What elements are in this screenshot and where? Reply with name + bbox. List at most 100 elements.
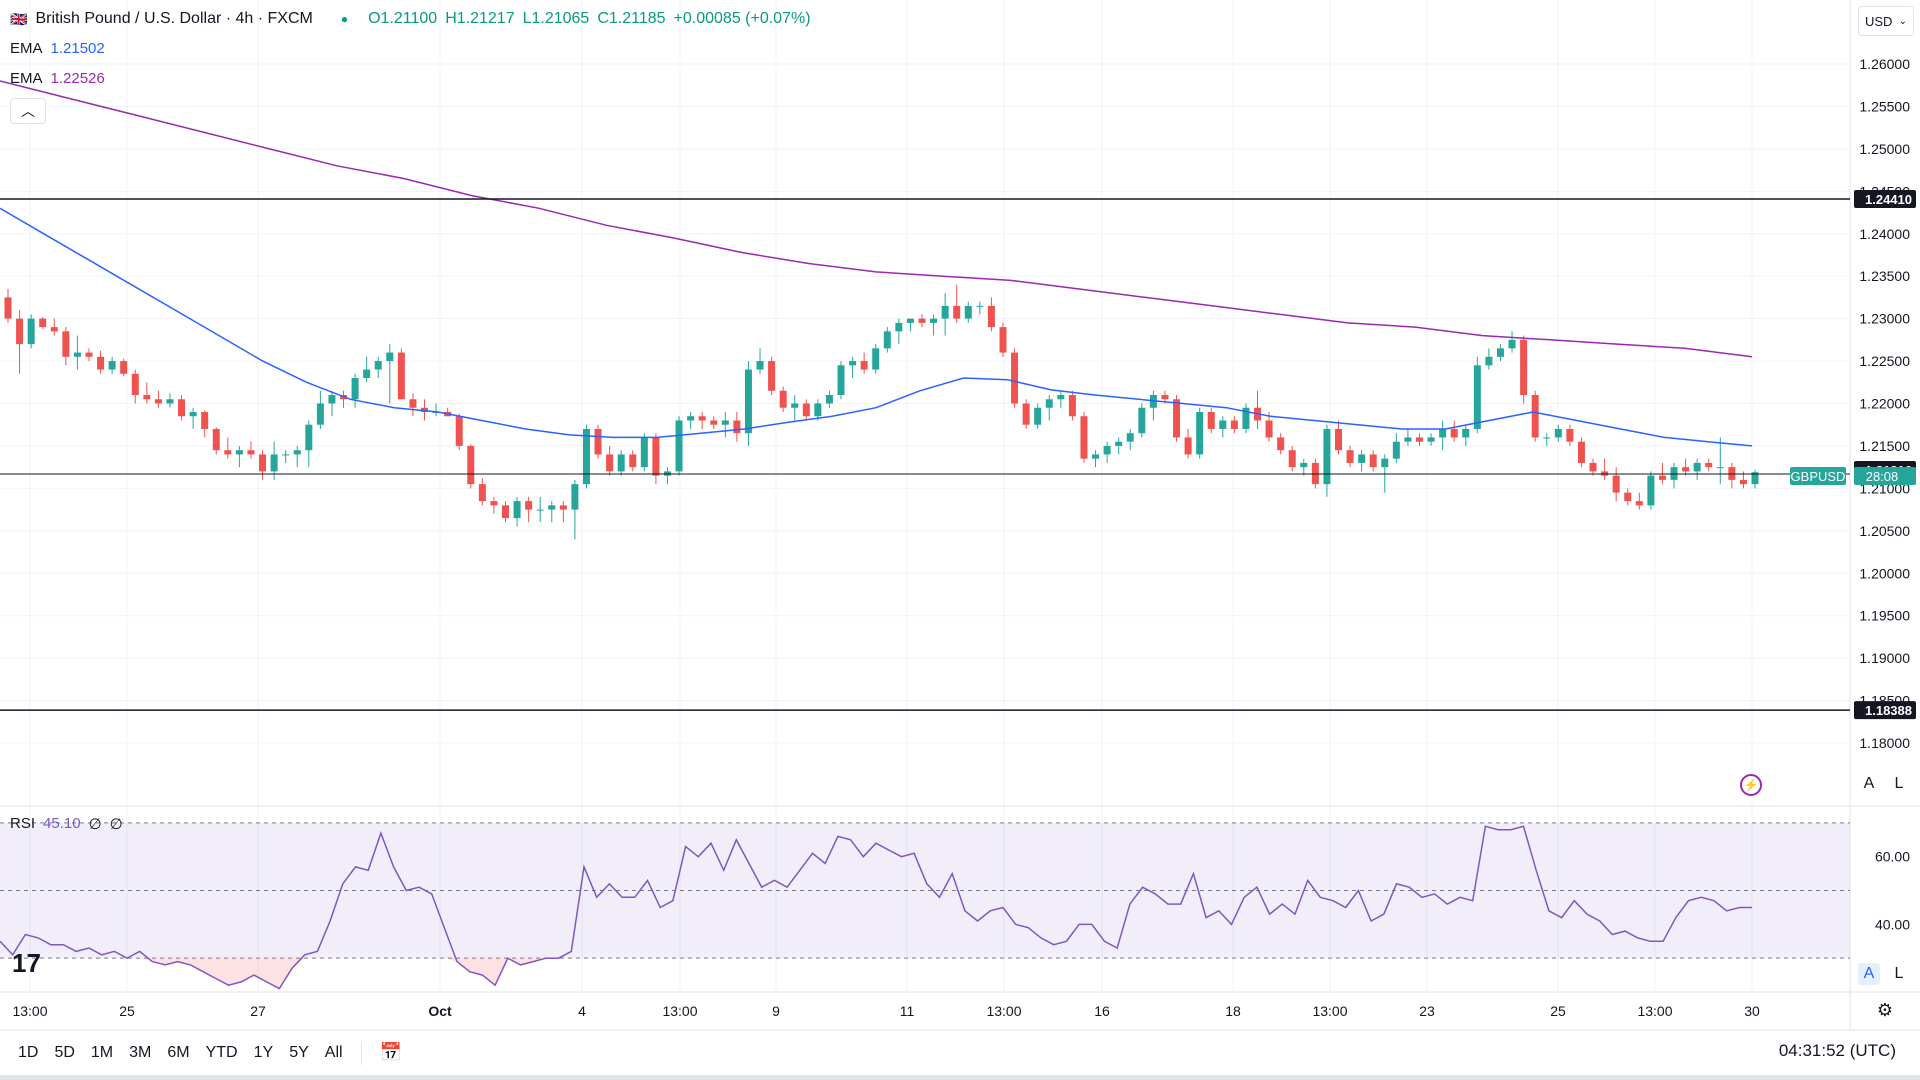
price-tick-label: 1.24000 [1859,226,1910,242]
change-value: +0.00085 (+0.07%) [673,10,811,27]
candle-body [1219,420,1227,429]
candle [1589,458,1597,476]
candle-body [1473,365,1481,429]
candle-body [108,361,116,370]
range-all[interactable]: All [324,1043,343,1061]
candle [687,411,695,429]
settings-gear-icon[interactable]: ⚙ [1876,999,1894,1020]
candle [1601,458,1609,480]
range-5y[interactable]: 5Y [289,1043,309,1061]
candle [108,356,116,374]
time-tick-label: 13:00 [1312,1003,1347,1019]
candle-body [930,318,938,323]
log-scale-button[interactable]: L [1888,773,1910,795]
rsi-label: RSI [10,815,36,832]
ema-slow-legend[interactable]: EMA 1.22526 [10,70,105,87]
candle [4,288,12,323]
candle-body [640,437,648,468]
candle-body [316,403,324,425]
candle [1242,403,1250,434]
market-status-icon: ● [340,12,349,26]
candle [1022,399,1030,429]
candle-body [166,399,174,404]
rsi-legend[interactable]: RSI 45.10 ∅ ∅ [10,815,123,833]
candle-body [1589,462,1597,472]
candle-body [247,450,255,455]
auto-scale-button[interactable]: A [1858,773,1880,795]
candle [1057,390,1065,408]
price-tick-label: 1.23500 [1859,268,1910,284]
candle-body [1392,441,1400,459]
candle [1450,420,1458,442]
ema-slow-value: 1.22526 [50,70,105,87]
rsi-auto-scale-label: A [1863,965,1875,982]
candle [710,416,718,429]
candle-body [351,378,359,400]
candle-body [1346,450,1354,463]
high-value: H1.21217 [445,10,515,27]
currency-select[interactable]: USD ⌄ [1858,6,1914,36]
candle-body [1404,437,1412,442]
candle-body [501,505,509,519]
candle [1103,441,1111,463]
rsi-extra-1: ∅ [88,816,102,833]
symbol-legend[interactable]: 🇬🇧 British Pound / U.S. Dollar · 4h · FX… [10,10,811,28]
time-tick-label: 11 [900,1003,915,1019]
candle [1138,403,1146,438]
range-1d[interactable]: 1D [18,1043,39,1061]
candle-body [525,501,533,510]
time-tick-label: 13:00 [1637,1003,1672,1019]
candle-body [1022,403,1030,425]
chevron-up-icon: ︿ [21,103,35,119]
date-range-calendar-icon[interactable]: 📅 [379,1042,402,1062]
candle [872,344,880,374]
range-6m[interactable]: 6M [167,1043,190,1061]
rsi-log-scale-button[interactable]: L [1888,963,1910,985]
candle [837,361,845,400]
candle-body [1068,395,1076,417]
range-1y[interactable]: 1Y [253,1043,274,1061]
candle-body [1045,399,1053,408]
rsi-auto-scale-button[interactable]: A [1858,963,1880,985]
candle-body [1520,339,1528,396]
candle-body [872,348,880,370]
rsi-extra-2: ∅ [109,816,123,833]
candle [1068,390,1076,421]
candle-body [883,331,891,349]
ema-fast-legend[interactable]: EMA 1.21502 [10,40,105,57]
lightning-icon[interactable]: ⚡ [1740,774,1762,796]
candle [316,390,324,429]
candle-body [1103,445,1111,455]
candle [386,344,394,404]
candle-body [1554,428,1562,438]
candle-body [1543,437,1551,439]
range-5d[interactable]: 5D [54,1043,75,1061]
candle [1751,469,1759,489]
candle [941,293,949,336]
candle [1300,458,1308,476]
candle [559,501,567,523]
candle-body [490,501,498,506]
collapse-legend-button[interactable]: ︿ [10,98,46,124]
candle-body [1369,454,1377,468]
utc-clock[interactable]: 04:31:52 (UTC) [1778,1041,1896,1060]
range-ytd[interactable]: YTD [205,1043,238,1061]
time-tick-label: Oct [428,1003,452,1019]
candle [328,390,336,417]
candle-body [131,373,139,396]
time-tick-label: 13:00 [986,1003,1021,1019]
candle [397,348,405,400]
candle-body [1358,454,1366,463]
candle-body [802,403,810,417]
candle [1115,437,1123,455]
candle [1577,437,1585,468]
candle-body [825,395,833,404]
ema-slow-line [0,80,1753,358]
range-1m[interactable]: 1M [90,1043,114,1061]
candle [50,318,58,336]
candle [1392,433,1400,463]
candle [409,393,417,417]
range-3m[interactable]: 3M [129,1043,152,1061]
candle-body [212,428,220,451]
